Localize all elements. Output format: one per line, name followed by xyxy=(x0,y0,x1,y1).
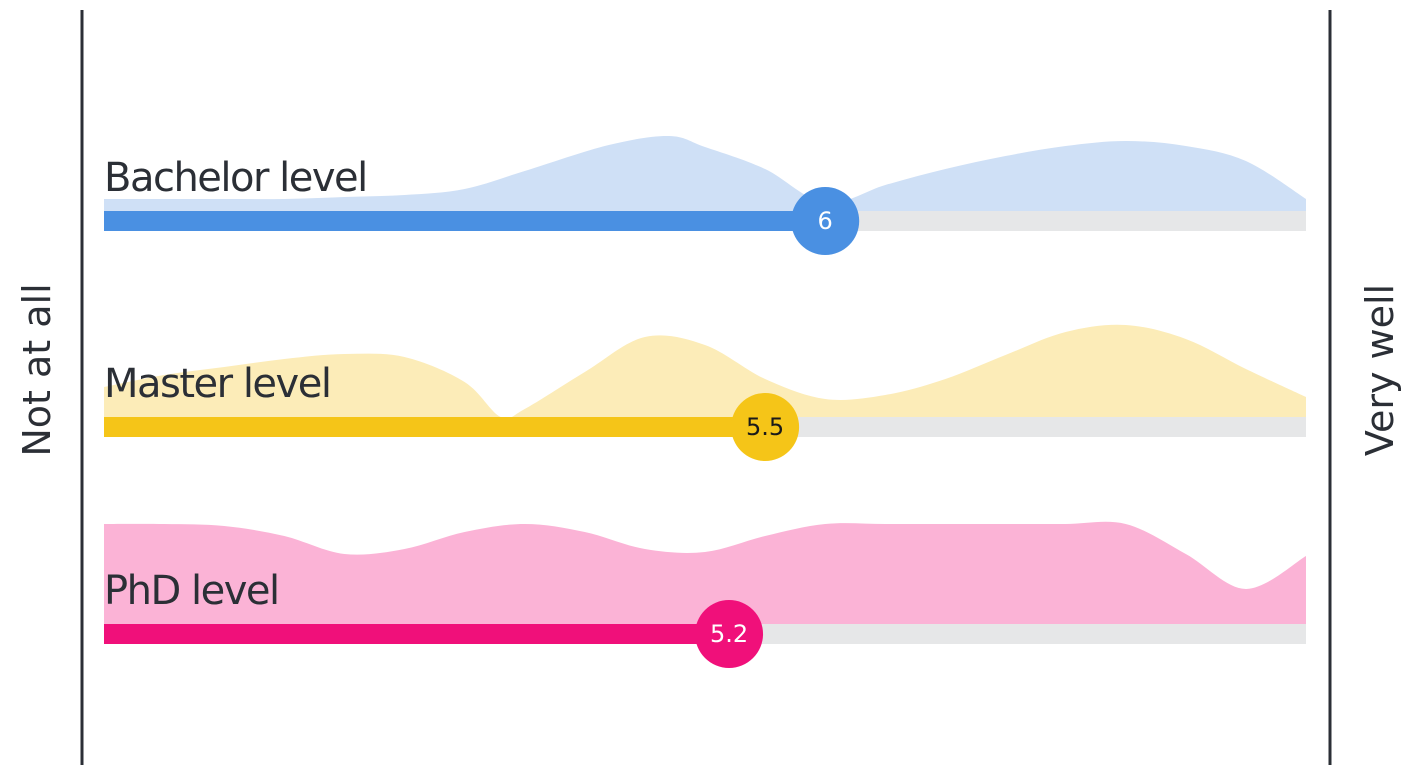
row-1: Bachelor level 6 xyxy=(104,135,1306,255)
right-scale-label: Very well xyxy=(1358,284,1402,456)
row-label: PhD level xyxy=(104,568,279,614)
distribution-area xyxy=(104,324,1306,419)
value-label: 6 xyxy=(818,207,833,235)
left-scale-label: Not at all xyxy=(15,283,59,456)
value-knob xyxy=(695,600,764,668)
distribution-area xyxy=(104,135,1306,211)
value-knob xyxy=(791,187,860,255)
track-fill xyxy=(104,624,730,644)
row-3: PhD level 5.2 xyxy=(104,521,1306,668)
row-2: Master level 5.5 xyxy=(104,324,1306,461)
row-label: Bachelor level xyxy=(104,155,367,201)
track-fill xyxy=(104,211,826,231)
rows-group: Bachelor level 6 Master level 5.5 PhD level 5… xyxy=(104,135,1306,668)
value-knob xyxy=(731,393,800,461)
distribution-area xyxy=(104,521,1306,624)
track-fill xyxy=(104,417,766,437)
value-label: 5.5 xyxy=(746,413,784,441)
value-label: 5.2 xyxy=(710,620,748,648)
row-label: Master level xyxy=(104,361,330,407)
